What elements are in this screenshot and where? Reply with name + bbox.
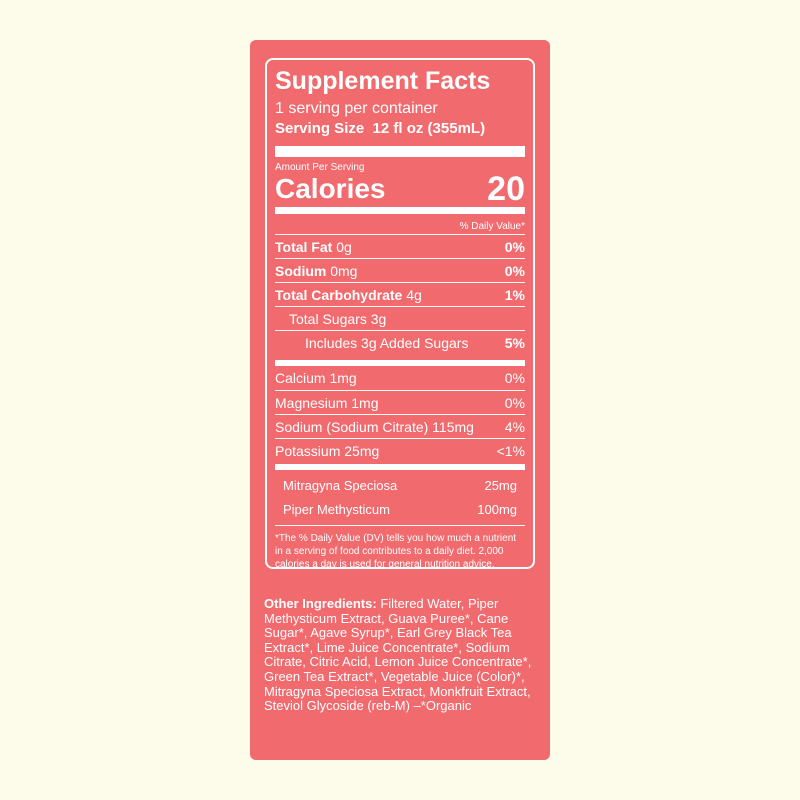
botanical-row: Mitragyna Speciosa 25mg: [275, 473, 525, 497]
nutrient-dv: 0%: [504, 238, 525, 255]
mineral: Magnesium 1mg: [275, 395, 379, 411]
label-panel: Supplement Facts 1 serving per container…: [250, 40, 550, 760]
nutrient-amount: 4g: [406, 286, 422, 303]
nutrient-amount: 0mg: [330, 262, 358, 279]
calories-value: 20: [487, 169, 525, 208]
servings: 1 serving per container: [275, 100, 438, 117]
mineral-row: Calcium 1mg 0%: [275, 366, 525, 390]
nutrient-row: Total Fat 0g 0%: [275, 234, 525, 258]
serving-size: Serving Size 12 fl oz (355mL): [275, 119, 525, 139]
serving-size-label: Serving Size: [275, 120, 365, 137]
mineral-name: Magnesium: [275, 394, 348, 411]
nutrient: Total Fat 0g: [275, 239, 352, 255]
nutrient-name: Total Sugars: [289, 310, 367, 327]
botanicals: Mitragyna Speciosa 25mg Piper Methysticum 1…: [275, 470, 525, 521]
nutrient-dv: 5%: [504, 334, 525, 351]
mineral-name: Sodium (Sodium Citrate): [275, 418, 429, 435]
mineral: Potassium 25mg: [275, 443, 379, 459]
ingredients: Other Ingredients: Filtered Water, Piper…: [264, 596, 544, 714]
facts-box: Supplement Facts 1 serving per container…: [265, 58, 535, 570]
mineral-dv: 4%: [504, 418, 525, 435]
nutrient-amount: 0g: [336, 238, 352, 255]
mineral-amount: 115mg: [432, 418, 474, 435]
botanical-name: Piper Methysticum: [283, 501, 390, 517]
nutrient: Sodium 0mg: [275, 263, 357, 279]
ingredients-text: Filtered Water, Piper Methysticum Extrac…: [264, 596, 532, 714]
nutrient: Total Carbohydrate 4g: [275, 287, 422, 303]
nutrient-amount: 3g: [370, 310, 387, 327]
mineral-amount: 1mg: [329, 370, 357, 386]
footnote: *The % Daily Value (DV) tells you how mu…: [275, 533, 517, 570]
botanical-amount: 100mg: [477, 501, 517, 517]
dv-header: % Daily Value*: [459, 221, 525, 232]
botanical-name: Mitragyna Speciosa: [283, 477, 398, 493]
mineral-row: Potassium 25mg <1%: [275, 438, 525, 462]
thick-bar: [275, 464, 525, 470]
nutrient-row: Sodium 0mg 0%: [275, 258, 525, 282]
ingredients-label: Other Ingredients:: [264, 596, 377, 611]
minerals: Calcium 1mg 0% Magnesium 1mg 0% Sodium (Sodi…: [275, 366, 525, 462]
nutrient: Total Sugars 3g: [289, 311, 386, 327]
mineral-amount: 1mg: [351, 394, 379, 411]
nutrient: Includes 3g Added Sugars: [305, 335, 468, 351]
nutrient-row: Total Carbohydrate 4g 1%: [275, 282, 525, 306]
nutrient-row: Includes 3g Added Sugars 5%: [275, 330, 525, 354]
title: Supplement Facts: [275, 67, 491, 95]
calories-label: Calories: [275, 173, 386, 204]
nutrient-name: Includes 3g Added Sugars: [305, 334, 469, 351]
thin-rule: [275, 525, 525, 526]
thick-bar: [275, 146, 525, 157]
mineral-dv: 0%: [504, 370, 525, 386]
mineral: Calcium 1mg: [275, 370, 357, 386]
mineral-dv: 0%: [504, 394, 525, 411]
nutrients: Total Fat 0g 0% Sodium 0mg 0% Total Carbohyd…: [275, 234, 525, 354]
mineral-row: Sodium (Sodium Citrate) 115mg 4%: [275, 414, 525, 438]
calories-row: Calories 20: [275, 170, 525, 208]
mineral-dv: <1%: [496, 442, 525, 459]
amount-per-serving: Amount Per Serving: [275, 162, 365, 173]
nutrient-name: Sodium: [275, 262, 327, 279]
botanical-row: Piper Methysticum 100mg: [275, 497, 525, 521]
thick-bar: [275, 207, 525, 214]
nutrient-name: Total Fat: [275, 238, 333, 255]
nutrient-row: Total Sugars 3g: [275, 306, 525, 330]
nutrient-name: Total Carbohydrate: [275, 286, 403, 303]
botanical-amount: 25mg: [484, 477, 517, 493]
nutrient-dv: 0%: [504, 262, 525, 279]
thick-bar: [275, 360, 525, 366]
mineral-row: Magnesium 1mg 0%: [275, 390, 525, 414]
mineral-name: Potassium: [275, 442, 341, 459]
nutrient-dv: 1%: [504, 286, 525, 303]
serving-size-value: 12 fl oz (355mL): [372, 120, 486, 137]
mineral-name: Calcium: [275, 370, 326, 386]
mineral: Sodium (Sodium Citrate) 115mg: [275, 419, 474, 435]
mineral-amount: 25mg: [344, 442, 380, 459]
